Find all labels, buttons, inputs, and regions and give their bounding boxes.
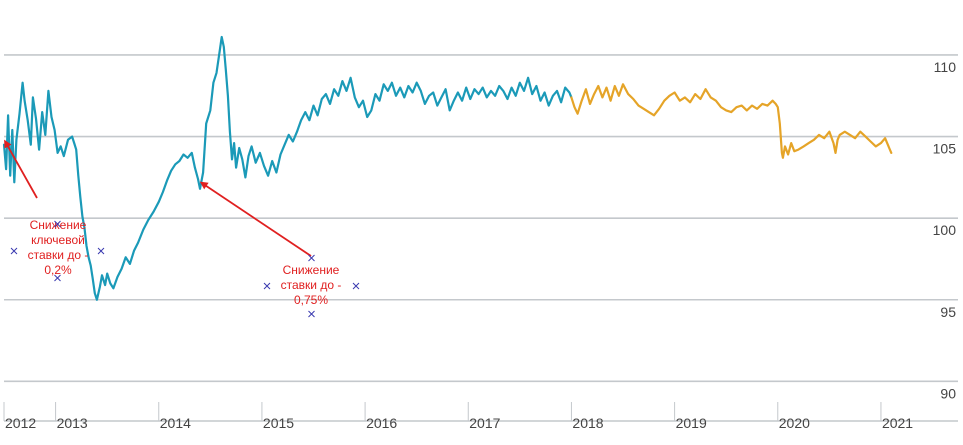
y-tick-label: 95 <box>940 304 956 320</box>
x-tick-label: 2017 <box>469 415 500 431</box>
series-line-recent <box>570 83 893 159</box>
x-tick-label: 2012 <box>5 415 36 431</box>
x-tick-label: 2018 <box>572 415 603 431</box>
selection-handle-marker <box>308 310 315 318</box>
y-tick-label: 90 <box>940 385 956 401</box>
annotation-text: ставки до - <box>281 278 342 292</box>
y-axis-tick-labels: 110 105 100 95 90 <box>933 59 957 401</box>
x-tick-label: 2021 <box>882 415 913 431</box>
annotation-text: 0,75% <box>294 293 328 307</box>
x-axis-tick-labels: 2012 2013 2014 2015 2016 2017 2018 2019 2020 2021 <box>5 415 913 431</box>
annotation-text: 0,2% <box>44 263 72 277</box>
selection-handle-marker <box>10 247 18 255</box>
annotations: Снижениеключевойставки до -0,2%Снижениес… <box>4 139 360 318</box>
selection-handle-marker <box>97 247 105 255</box>
annotation-text: ставки до - <box>28 248 89 262</box>
x-tick-label: 2013 <box>57 415 88 431</box>
x-tick-label: 2020 <box>779 415 810 431</box>
selection-handle-marker <box>54 274 61 282</box>
gridlines <box>3 54 958 422</box>
series-line-historical <box>2 35 573 301</box>
selection-handle-marker <box>352 282 360 290</box>
y-tick-label: 105 <box>933 141 957 157</box>
selection-handle-marker <box>54 220 61 228</box>
annotation-arrow <box>4 139 38 199</box>
annotation-text: ключевой <box>31 233 85 247</box>
selection-handle-marker <box>263 282 271 290</box>
x-tick-label: 2016 <box>366 415 397 431</box>
annotation-text: Снижение <box>283 263 340 277</box>
x-tick-label: 2014 <box>160 415 191 431</box>
x-tick-label: 2015 <box>263 415 294 431</box>
selection-handle-marker <box>308 254 315 262</box>
annotation-arrow <box>199 181 312 257</box>
series-lines <box>2 35 893 301</box>
y-tick-label: 110 <box>934 59 957 75</box>
x-tick-label: 2019 <box>676 415 707 431</box>
y-tick-label: 100 <box>933 222 957 238</box>
